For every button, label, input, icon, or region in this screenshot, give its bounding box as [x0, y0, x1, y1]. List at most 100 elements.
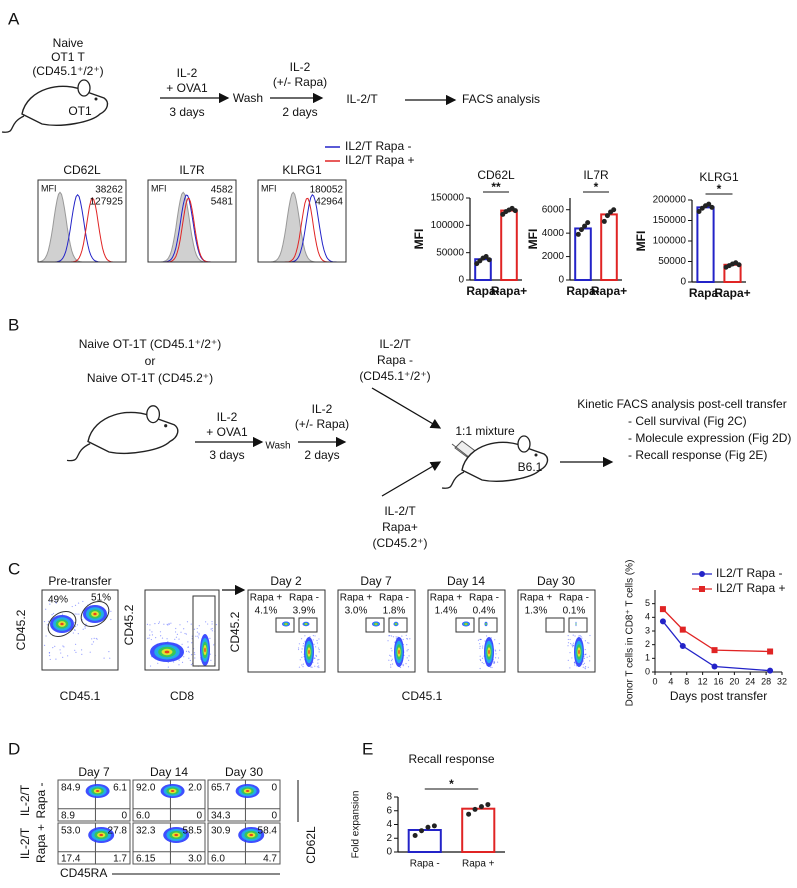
- arrow: [372, 388, 440, 428]
- flow-event: [73, 632, 74, 633]
- flow-density: [93, 613, 96, 616]
- mouse-eye: [95, 98, 98, 101]
- flow-event: [182, 644, 183, 645]
- flow-event: [585, 668, 586, 669]
- flow-event: [151, 639, 152, 640]
- flow-event: [499, 650, 500, 651]
- flow-event: [74, 629, 75, 630]
- flow-event: [67, 655, 68, 656]
- quadrant-value: 8.9: [61, 811, 75, 822]
- row-label: IL-2/T: [18, 827, 32, 859]
- flow-density: [488, 650, 489, 654]
- flow-event: [160, 631, 161, 632]
- flow-event: [387, 640, 388, 641]
- flow-event: [63, 646, 64, 647]
- flow-event: [96, 638, 97, 639]
- step-label: IL-2: [217, 410, 238, 424]
- mfi-value: 127925: [90, 197, 124, 208]
- y-tick-label: 4000: [542, 228, 565, 239]
- flow-event: [183, 656, 184, 657]
- quadrant-value: 58.5: [183, 826, 203, 837]
- flow-density: [99, 834, 103, 836]
- data-point: [576, 232, 581, 237]
- flow-event: [574, 635, 575, 636]
- flow-event: [389, 655, 390, 656]
- quadrant-value: 27.8: [108, 826, 128, 837]
- mfi-value: 180052: [310, 185, 344, 196]
- flow-event: [588, 643, 589, 644]
- quadrant-value: 84.9: [61, 783, 81, 794]
- analysis-title: Kinetic FACS analysis post-cell transfer: [577, 397, 786, 411]
- flow-event: [149, 629, 150, 630]
- panel-letter: D: [8, 739, 20, 758]
- x-tick-label: 0: [652, 676, 657, 686]
- flow-event: [149, 624, 150, 625]
- step-time: 3 days: [209, 448, 244, 462]
- flow-event: [48, 621, 49, 622]
- flow-event: [194, 652, 195, 653]
- data-point: [709, 205, 714, 210]
- mouse-eye: [164, 424, 167, 427]
- flow-event: [187, 641, 188, 642]
- y-tick-label: 100000: [431, 220, 465, 231]
- flow-event: [568, 660, 569, 661]
- gate-value: 3.9%: [293, 606, 316, 617]
- flow-density: [578, 650, 579, 654]
- step-label: Wash: [265, 441, 290, 452]
- flow-event: [568, 635, 569, 636]
- flow-event: [579, 635, 580, 636]
- flow-event: [568, 639, 569, 640]
- flow-event: [315, 646, 316, 647]
- flow-event: [589, 635, 590, 636]
- gate-value: 1.4%: [435, 606, 458, 617]
- flow-event: [194, 657, 195, 658]
- data-point: [585, 220, 590, 225]
- flow-event: [59, 649, 60, 650]
- flow-event: [195, 636, 196, 637]
- x-tick-label: Rapa+: [714, 286, 750, 300]
- y-axis-label: Donor T cells in CD8⁺ T cells (%): [625, 560, 636, 707]
- gate-name: Rapa +: [340, 593, 373, 604]
- row-group: Rapa +: [34, 824, 48, 863]
- flow-event: [318, 647, 319, 648]
- y-tick-label: 0: [558, 275, 564, 286]
- flow-event: [179, 660, 180, 661]
- quadrant-value: 32.3: [136, 826, 156, 837]
- flow-event: [91, 644, 92, 645]
- flow-event: [62, 614, 63, 615]
- flow-density: [204, 648, 205, 652]
- quadrant-value: 53.0: [61, 826, 81, 837]
- flow-event: [150, 665, 151, 666]
- flow-density: [375, 624, 376, 625]
- data-point: [767, 668, 773, 674]
- data-point: [712, 664, 718, 670]
- data-point: [425, 825, 430, 830]
- flow-event: [186, 651, 187, 652]
- analysis-item: - Molecule expression (Fig 2D): [628, 431, 791, 445]
- flow-event: [75, 652, 76, 653]
- flow-density: [396, 624, 397, 625]
- flow-event: [403, 665, 404, 666]
- flow-event: [396, 636, 397, 637]
- mouse-tail: [2, 116, 24, 132]
- flow-event: [480, 656, 481, 657]
- flow-density: [171, 790, 174, 792]
- flow-event: [585, 640, 586, 641]
- flow-event: [482, 645, 483, 646]
- flow-event: [44, 621, 45, 622]
- data-point: [487, 257, 492, 262]
- x-tick-label: 4: [668, 676, 673, 686]
- quadrant-value: 92.0: [136, 783, 156, 794]
- flow-event: [147, 638, 148, 639]
- y-tick-label: 2000: [542, 251, 565, 262]
- flow-event: [311, 667, 312, 668]
- flow-event: [498, 657, 499, 658]
- flow-event: [318, 667, 319, 668]
- flow-event: [183, 628, 184, 629]
- y-tick-label: 0: [645, 666, 650, 676]
- flow-event: [211, 629, 212, 630]
- gate-name: Rapa +: [430, 593, 463, 604]
- flow-event: [170, 623, 171, 624]
